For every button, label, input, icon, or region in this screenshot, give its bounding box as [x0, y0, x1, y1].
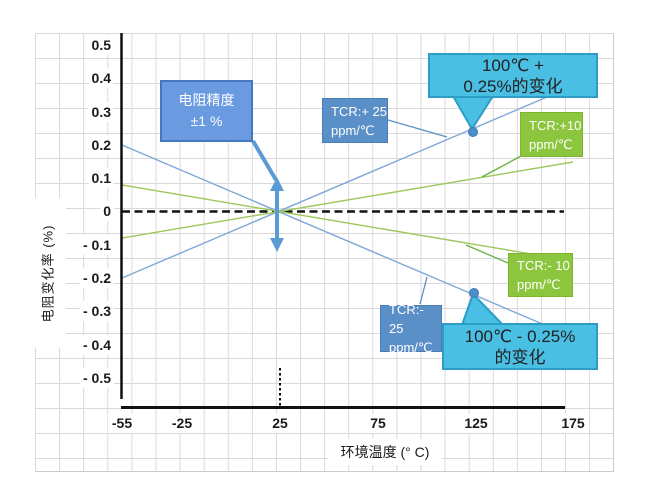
x-tick-m25: -25: [167, 414, 197, 433]
y-tick-m0.5: - 0.5: [79, 368, 114, 388]
callout-change-plus: 100℃ + 0.25%的变化: [428, 53, 598, 98]
line-tcr-plus25: [121, 85, 574, 279]
y-tick-0.4: 0.4: [88, 68, 114, 88]
callout-tcr-plus10: TCR:+10 ppm/℃: [520, 112, 583, 157]
x-tick-75: 75: [366, 414, 390, 433]
y-tick-m0.4: - 0.4: [79, 335, 114, 355]
callout-top-pointer: [451, 95, 495, 131]
y-tick-m0.1: - 0.1: [79, 235, 114, 255]
y-tick-m0.3: - 0.3: [79, 301, 114, 321]
line-tcr-minus25: [121, 144, 574, 338]
y-tick-0: 0: [100, 201, 114, 221]
leader-tcr-plus10: [481, 155, 522, 178]
callout-precision: 电阻精度 ±1 %: [160, 80, 253, 142]
leader-tcr-minus10: [465, 244, 509, 264]
x-tick-m55: -55: [107, 414, 137, 433]
precision-arrowhead-down-icon: [270, 238, 284, 252]
x-tick-125: 125: [460, 414, 492, 433]
x-tick-175: 175: [557, 414, 589, 433]
callout-tcr-minus10: TCR:- 10 ppm/℃: [508, 253, 573, 297]
line-tcr-minus10: [121, 184, 574, 262]
y-tick-0.2: 0.2: [88, 135, 114, 155]
callout-tcr-plus25: TCR:+ 25 ppm/℃: [322, 98, 388, 143]
y-axis-title: 电阻变化率 (%): [28, 198, 66, 348]
x-axis-title: 环境温度 (° C): [328, 439, 442, 465]
callout-tcr-minus25: TCR:- 25 ppm/℃: [380, 302, 442, 355]
data-point-marker-plus: [468, 127, 478, 137]
y-tick-0.1: 0.1: [88, 168, 114, 188]
y-tick-m0.2: - 0.2: [79, 268, 114, 288]
leader-tcr-plus25: [387, 119, 448, 138]
precision-arrow-shaft: [251, 139, 278, 182]
leader-tcr-minus25: [419, 276, 428, 305]
data-point-marker-minus: [469, 288, 479, 298]
x-tick-25: 25: [268, 414, 292, 433]
y-tick-0.3: 0.3: [88, 102, 114, 122]
callout-change-minus: 100℃ - 0.25% 的变化: [442, 323, 598, 370]
line-tcr-plus10: [121, 161, 574, 239]
y-tick-0.5: 0.5: [88, 35, 114, 55]
precision-arrowhead-up-icon: [270, 177, 284, 191]
